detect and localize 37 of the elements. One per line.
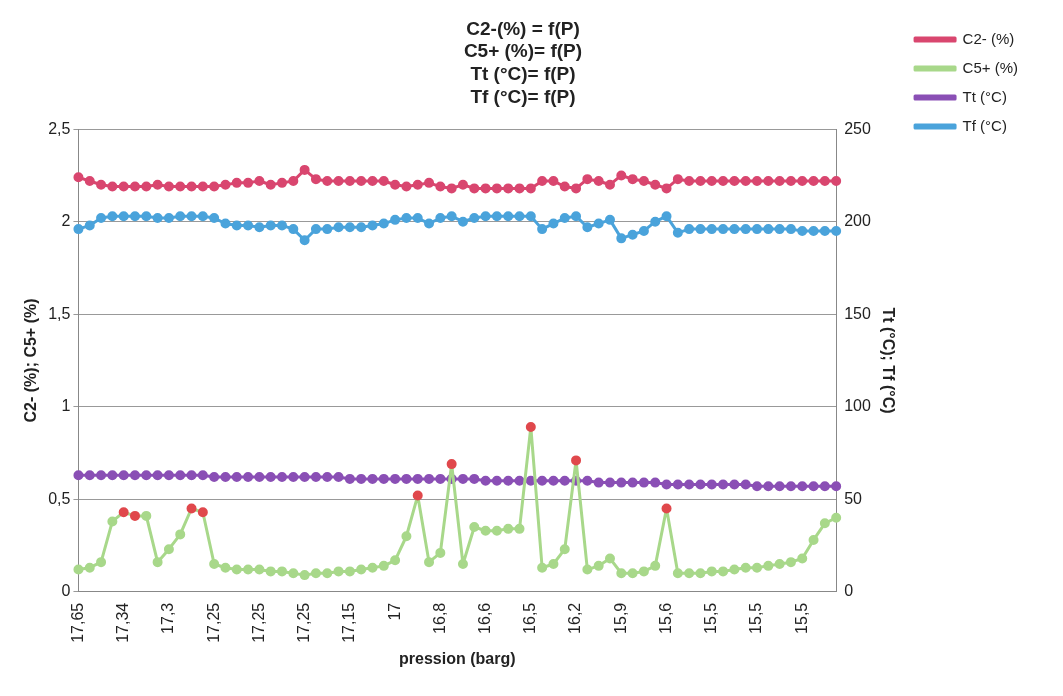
y2-tick-label: 200 (844, 212, 871, 230)
legend-label: Tf (°C) (962, 116, 1007, 134)
y-axis-title: C2- (%); C5+ (%) (22, 298, 40, 423)
y2-tick-label: 100 (844, 397, 871, 415)
y2-tick-label: 150 (844, 304, 871, 322)
y-tick-label: 0 (61, 582, 71, 600)
y-tick-label: 2,5 (48, 119, 71, 137)
x-tick-label: 17,25 (295, 602, 313, 643)
x-tick-label: 17,25 (204, 602, 222, 643)
chart-title: C2-(%) = f(P) C5+ (%)= f(P) Tt (°C)= f(P) Tf (°C)= f(P) (463, 17, 583, 108)
x-tick-label: 15,6 (656, 602, 674, 634)
x-tick-label: 16,5 (521, 602, 539, 634)
x-tick-label: 17,3 (159, 602, 177, 634)
y-tick-label: 0,5 (48, 489, 71, 507)
x-tick-label: 17,34 (114, 602, 132, 643)
x-tick-label: 16,2 (566, 602, 584, 634)
y-tick-label: 2 (61, 212, 71, 230)
x-tick-label: 16,6 (475, 602, 493, 634)
x-tick-label: 16,8 (430, 602, 448, 634)
x-tick-label: 17,65 (68, 602, 86, 643)
y2-tick-label: 250 (844, 119, 871, 137)
y-tick-label: 1 (61, 397, 71, 415)
y2-tick-label: 50 (844, 489, 863, 507)
x-tick-label: 15,9 (611, 602, 629, 634)
x-tick-label: 17,25 (249, 602, 267, 643)
y-tick-label: 1,5 (48, 304, 71, 322)
legend-label: C5+ (%) (962, 58, 1019, 76)
x-tick-label: 15,5 (792, 602, 810, 634)
legend-label: C2- (%) (962, 29, 1015, 47)
x-tick-label: 15,5 (747, 602, 765, 634)
x-tick-label: 17,15 (340, 602, 358, 643)
x-tick-label: 17 (385, 602, 403, 621)
x-axis-title: pression (barg) (399, 649, 516, 667)
y2-axis-title: Tt (°C); Tf (°C) (880, 307, 898, 414)
x-tick-label: 15,5 (702, 602, 720, 634)
legend-label: Tt (°C) (962, 87, 1007, 105)
y2-tick-label: 0 (844, 582, 854, 600)
